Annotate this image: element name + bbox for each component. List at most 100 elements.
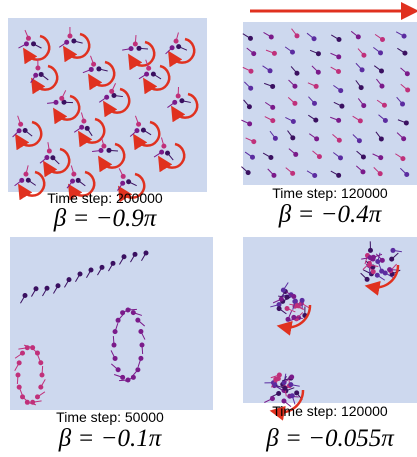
particle — [81, 119, 86, 124]
particle — [99, 148, 104, 153]
particle — [378, 155, 383, 160]
particle — [292, 84, 297, 89]
particle — [277, 373, 282, 378]
particle — [78, 272, 83, 277]
caption: Time step: 50000 — [56, 409, 164, 425]
particle — [67, 277, 72, 282]
particle — [360, 169, 365, 174]
particle — [390, 248, 395, 253]
particle — [338, 88, 343, 93]
particle — [113, 356, 118, 361]
particle — [316, 70, 321, 75]
particle — [133, 42, 138, 47]
particle — [26, 36, 31, 41]
beta-label: β = −0.1π — [58, 425, 163, 452]
particle — [126, 179, 131, 184]
caption: Time step: 120000 — [272, 403, 388, 419]
particle — [165, 151, 170, 156]
particle — [26, 178, 31, 183]
panel — [243, 237, 417, 403]
particle — [405, 71, 410, 76]
figure: Time step: 200000 β = −0.9π Time step: 1… — [0, 0, 417, 457]
beta-label: β = −0.9π — [53, 205, 158, 232]
particle — [281, 288, 286, 293]
particle — [289, 375, 294, 380]
particle — [109, 89, 114, 94]
particle — [314, 136, 319, 141]
particle — [19, 178, 24, 183]
particle — [294, 390, 299, 395]
particle — [359, 85, 364, 90]
particle — [120, 181, 125, 186]
particle — [285, 306, 290, 311]
particle — [125, 308, 130, 313]
particle — [270, 396, 275, 401]
particle — [336, 37, 341, 42]
caption: Time step: 200000 — [47, 190, 163, 206]
particle — [35, 66, 40, 71]
particle — [161, 144, 166, 149]
particle — [251, 51, 256, 56]
particle — [312, 173, 317, 178]
particle — [400, 102, 405, 107]
particle — [361, 154, 366, 159]
particle — [126, 378, 131, 383]
particle — [314, 84, 319, 89]
particle — [70, 179, 75, 184]
particle — [290, 50, 295, 55]
particle — [361, 53, 366, 58]
particle — [134, 128, 139, 133]
particle — [56, 283, 61, 288]
particle — [113, 329, 118, 334]
particle — [339, 104, 344, 109]
particle — [338, 155, 343, 160]
particle — [176, 44, 181, 49]
particle — [313, 118, 318, 123]
particle — [383, 118, 388, 123]
particle — [135, 367, 140, 372]
particle — [101, 144, 106, 149]
particle — [120, 310, 125, 315]
particle — [273, 136, 278, 141]
particle — [170, 45, 175, 50]
particle — [379, 136, 384, 141]
particle — [251, 139, 256, 144]
particle — [402, 51, 407, 56]
particle — [17, 360, 22, 365]
particle — [368, 255, 373, 260]
particle — [136, 122, 141, 127]
particle — [387, 267, 392, 272]
beta-label: β = −0.4π — [278, 201, 383, 228]
particle — [285, 295, 290, 300]
particle — [138, 329, 143, 334]
particle — [277, 306, 282, 311]
particle — [379, 84, 384, 89]
particle — [294, 33, 299, 38]
particle — [316, 51, 321, 56]
particle — [17, 128, 22, 133]
particle — [293, 152, 298, 157]
particle — [121, 174, 126, 179]
particle — [18, 122, 23, 127]
particle — [378, 50, 383, 55]
particle — [248, 36, 253, 41]
particle — [380, 258, 385, 263]
particle — [270, 105, 275, 110]
particle — [247, 104, 252, 109]
particle — [122, 254, 127, 259]
particle — [400, 156, 405, 161]
particle — [54, 100, 59, 105]
particle — [140, 343, 145, 348]
particle — [33, 73, 38, 78]
particle — [131, 375, 136, 380]
particle — [337, 138, 342, 143]
particle — [247, 121, 252, 126]
particle — [404, 120, 409, 125]
particle — [17, 385, 22, 390]
particle — [288, 382, 293, 387]
particle — [135, 318, 140, 323]
particle — [402, 34, 407, 39]
particle — [116, 318, 121, 323]
particle — [282, 386, 287, 391]
particle — [79, 125, 84, 130]
